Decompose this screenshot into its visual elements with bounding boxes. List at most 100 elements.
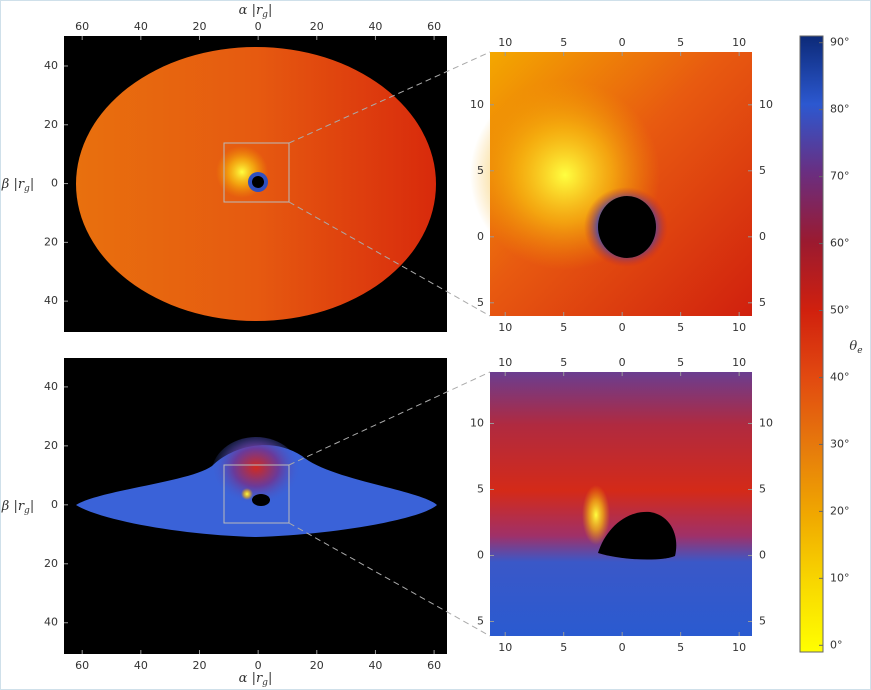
- y-tick-label: 10: [759, 416, 773, 429]
- y-tick-label: 5: [759, 164, 766, 177]
- y-tick-label: 20: [44, 118, 58, 131]
- image-background: [490, 372, 752, 636]
- glow: [211, 437, 301, 513]
- y-tick-label: 30°: [830, 437, 850, 450]
- y-tick-label: 0: [51, 177, 58, 190]
- x-tick-label: 60: [427, 659, 441, 672]
- y-tick-label: 5: [759, 296, 766, 309]
- y-tick-label: 0: [51, 498, 58, 511]
- y-tick-label: 40: [44, 294, 58, 307]
- x-tick-label: 10: [498, 36, 512, 49]
- axis-label-part: β |r: [1, 177, 25, 192]
- x-tick-label: 60: [427, 20, 441, 33]
- y-tick-label: 20: [44, 439, 58, 452]
- connector: [288, 371, 491, 466]
- x-tick-label: 10: [498, 356, 512, 369]
- y-tick-label: 10: [470, 416, 484, 429]
- connector: [288, 522, 491, 637]
- zoom-box: [223, 142, 290, 203]
- y-tick-label: 90°: [830, 36, 850, 49]
- shadow: [252, 494, 270, 506]
- y-tick-label: 0: [759, 548, 766, 561]
- x-tick-label: 0: [619, 356, 626, 369]
- y-tick-label: 0°: [830, 638, 843, 651]
- y-tick-label: 0: [759, 230, 766, 243]
- shadow: [598, 196, 656, 258]
- x-tick-label: 60: [75, 659, 89, 672]
- x-tick-label: 0: [255, 20, 262, 33]
- axis-label-part: g: [24, 506, 30, 516]
- glow: [582, 485, 610, 545]
- x-tick-label: 5: [677, 641, 684, 654]
- x-tick-label: 5: [560, 356, 567, 369]
- y-tick-label: 5: [477, 296, 484, 309]
- x-tick-label: 0: [255, 659, 262, 672]
- x-tick-label: 0: [619, 321, 626, 334]
- y-tick-label: 0: [477, 230, 484, 243]
- y-tick-label: 60°: [830, 237, 850, 250]
- y-tick-label: 40: [44, 59, 58, 72]
- axis-label-part: |: [268, 671, 272, 686]
- axis-label-part: |: [30, 499, 34, 514]
- x-tick-label: 20: [310, 20, 324, 33]
- y-tick-label: 80°: [830, 103, 850, 116]
- y-tick-label: 5: [477, 482, 484, 495]
- axis-label-part: α |r: [239, 671, 263, 686]
- y-tick-label: 20: [44, 235, 58, 248]
- x-tick-label: 0: [619, 36, 626, 49]
- axis-label: α |rg|: [239, 3, 273, 20]
- x-tick-label: 10: [732, 36, 746, 49]
- glow: [241, 488, 253, 500]
- x-tick-label: 40: [368, 659, 382, 672]
- axis-label-part: |: [268, 3, 272, 18]
- shadow: [598, 511, 677, 560]
- y-tick-label: 5: [759, 614, 766, 627]
- y-tick-label: 70°: [830, 170, 850, 183]
- x-tick-label: 40: [134, 659, 148, 672]
- x-tick-label: 20: [192, 659, 206, 672]
- x-tick-label: 0: [619, 641, 626, 654]
- axis-label-part: g: [24, 184, 30, 194]
- x-tick-label: 5: [677, 356, 684, 369]
- x-tick-label: 40: [134, 20, 148, 33]
- axis-label-part: |: [30, 177, 34, 192]
- y-tick-label: 40: [44, 616, 58, 629]
- x-tick-label: 20: [310, 659, 324, 672]
- y-tick-label: 10: [470, 98, 484, 111]
- axis-label-part: g: [262, 10, 268, 20]
- x-tick-label: 5: [677, 321, 684, 334]
- x-tick-label: 20: [192, 20, 206, 33]
- connector: [288, 201, 491, 317]
- y-tick-label: 5: [477, 164, 484, 177]
- axis-label-part: θ: [849, 339, 857, 354]
- axis-label: β |rg|: [1, 177, 34, 194]
- x-tick-label: 60: [75, 20, 89, 33]
- y-tick-label: 20°: [830, 504, 850, 517]
- axis-label: β |rg|: [1, 499, 34, 516]
- x-tick-label: 40: [368, 20, 382, 33]
- zoom-connectors: [288, 51, 491, 637]
- axis-label: θe: [849, 339, 862, 356]
- axis-label-part: e: [857, 346, 862, 356]
- colorbar: [799, 35, 824, 653]
- x-tick-label: 5: [677, 36, 684, 49]
- x-tick-label: 10: [498, 641, 512, 654]
- y-tick-label: 40°: [830, 370, 850, 383]
- connector: [288, 51, 491, 144]
- y-tick-label: 10: [759, 98, 773, 111]
- x-tick-label: 10: [732, 321, 746, 334]
- y-tick-label: 0: [477, 548, 484, 561]
- x-tick-label: 10: [732, 356, 746, 369]
- y-tick-label: 50°: [830, 304, 850, 317]
- x-tick-label: 5: [560, 36, 567, 49]
- y-tick-label: 20: [44, 557, 58, 570]
- y-tick-label: 40: [44, 380, 58, 393]
- shadow: [252, 176, 264, 188]
- zoom-box: [223, 464, 290, 524]
- axis-label-part: α |r: [239, 3, 263, 18]
- x-tick-label: 10: [498, 321, 512, 334]
- axis-label: α |rg|: [239, 671, 273, 688]
- y-tick-label: 10°: [830, 571, 850, 584]
- axis-label-part: g: [262, 678, 268, 688]
